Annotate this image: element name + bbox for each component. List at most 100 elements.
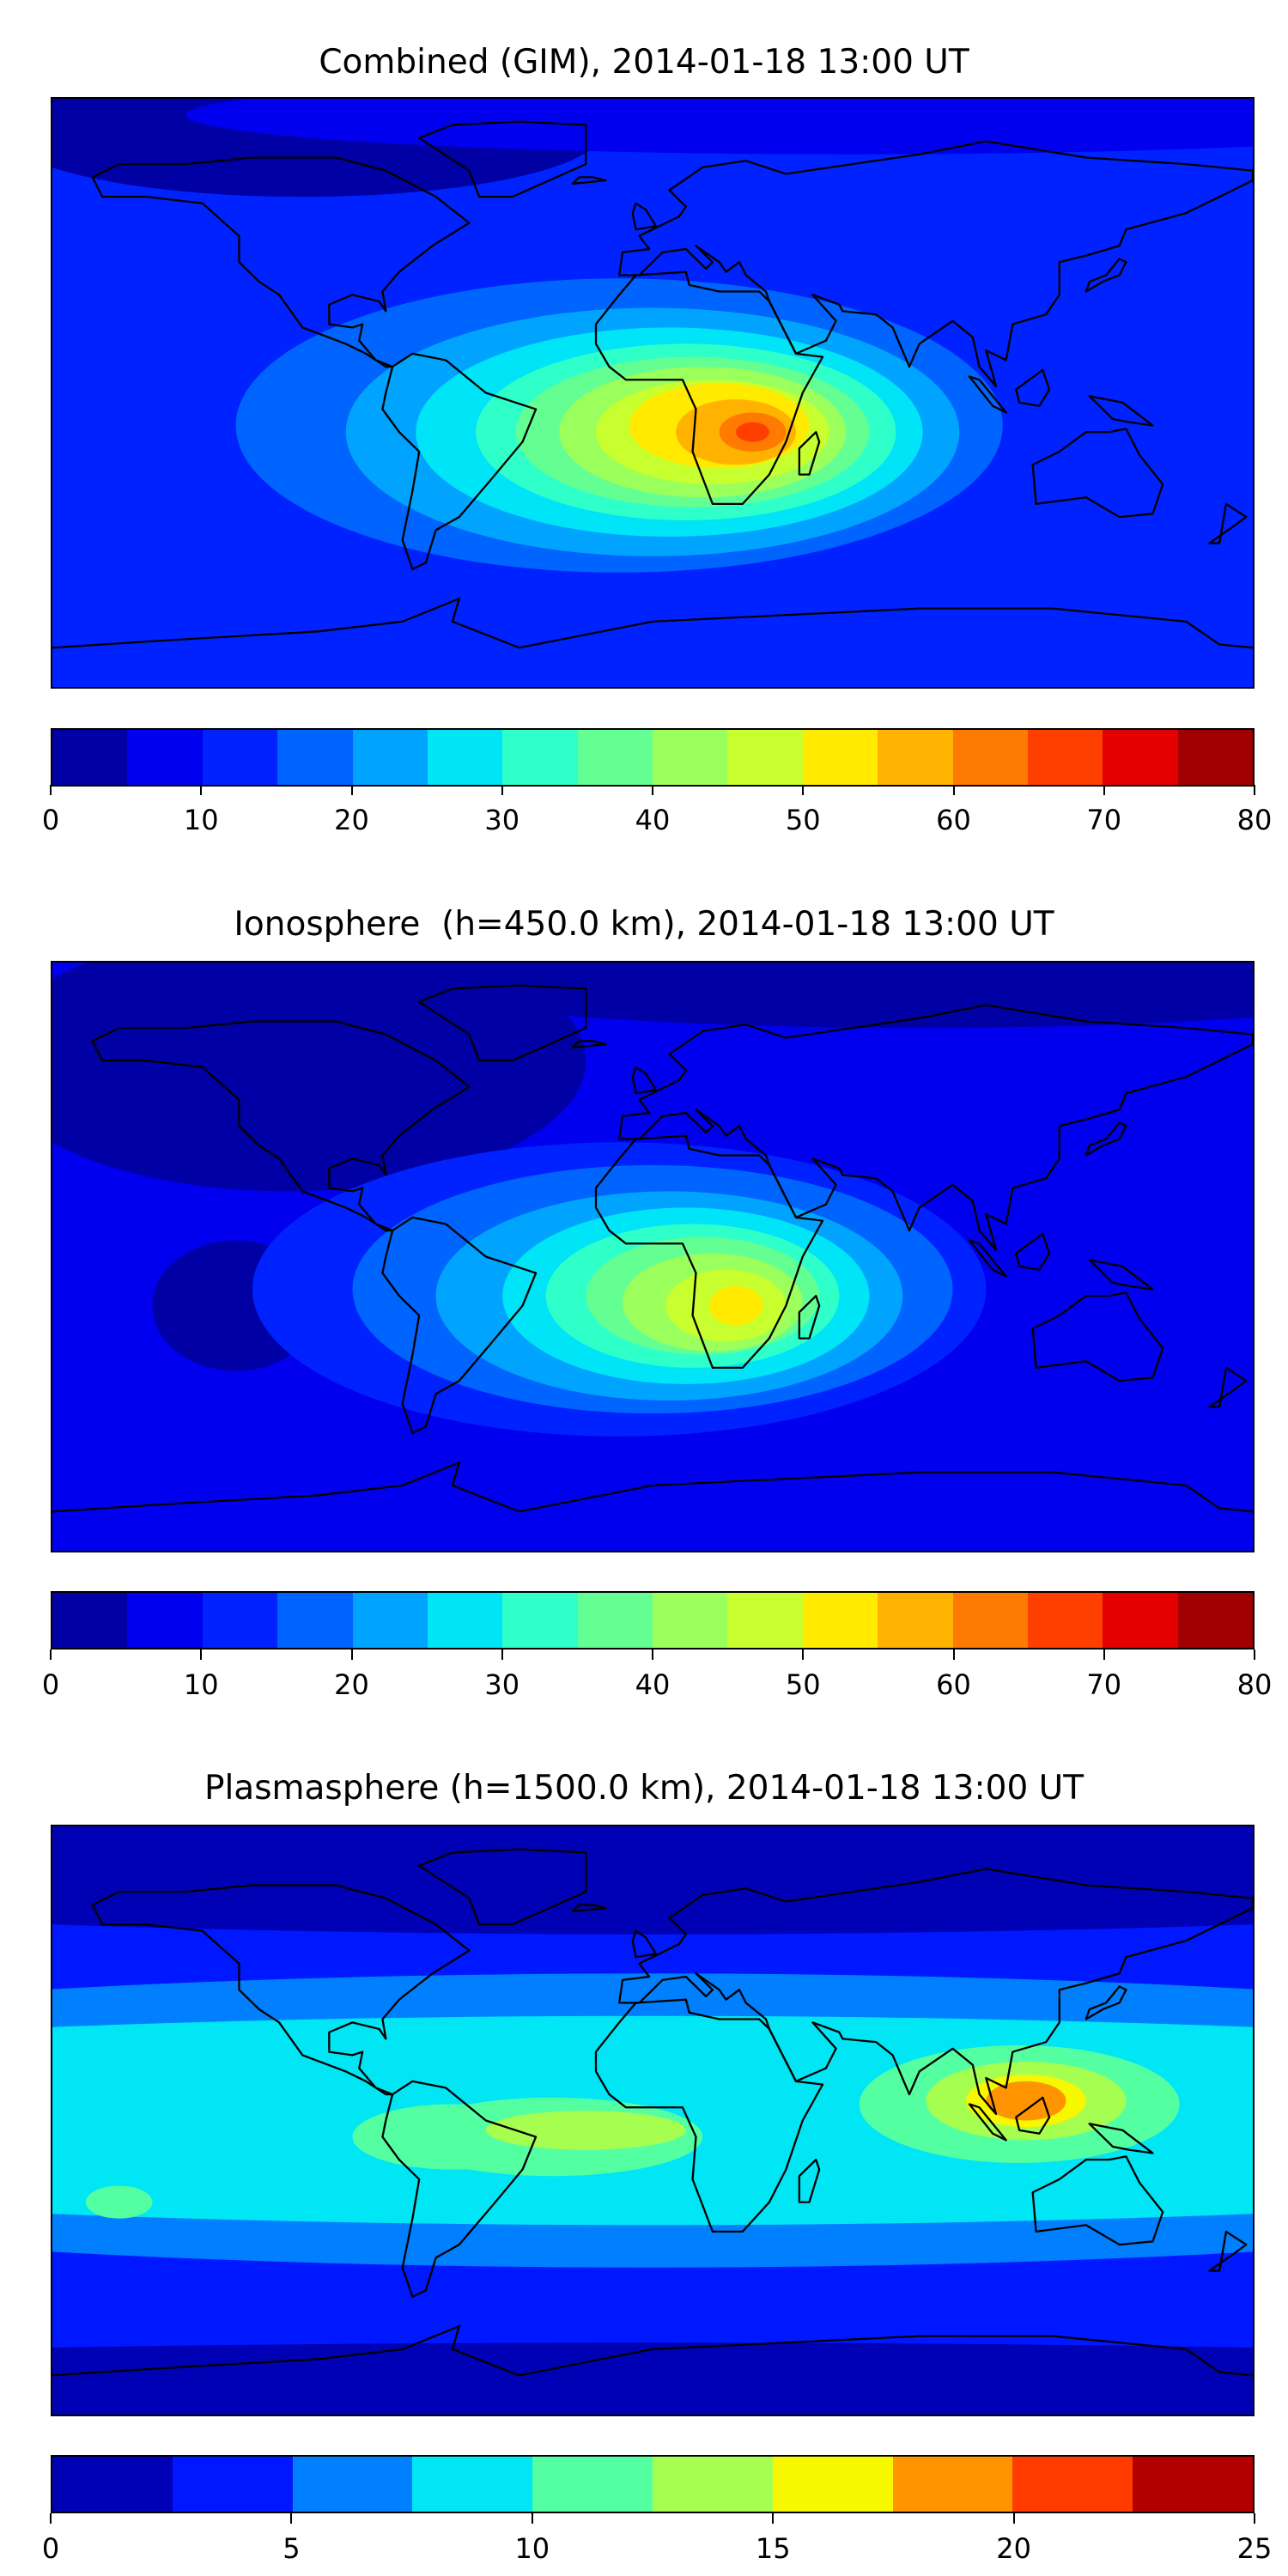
colorbar-segment bbox=[427, 1593, 503, 1648]
map-plasmasphere bbox=[51, 1825, 1255, 2416]
colorbar-tick bbox=[952, 785, 955, 795]
coastline bbox=[91, 1884, 471, 2096]
coastline bbox=[1031, 428, 1164, 519]
map-svg bbox=[52, 963, 1253, 1551]
coastline bbox=[381, 352, 538, 571]
colorbar-tick-label: 10 bbox=[183, 804, 219, 836]
colorbar-tick bbox=[952, 1649, 955, 1660]
colorbar-tick-label: 40 bbox=[635, 1668, 671, 1701]
colorbar-tick-label: 50 bbox=[785, 1668, 821, 1701]
colorbar-segment bbox=[412, 2457, 533, 2512]
colorbar-segment bbox=[277, 1593, 353, 1648]
colorbar-tick-label: 20 bbox=[996, 2532, 1031, 2565]
colorbar-plasmasphere bbox=[51, 2455, 1255, 2513]
coastline bbox=[418, 120, 587, 198]
colorbar-tick bbox=[350, 1649, 353, 1660]
coastline bbox=[968, 2103, 1007, 2142]
colorbar-segment bbox=[772, 2457, 893, 2512]
colorbar-segment bbox=[727, 730, 803, 785]
colorbar-tick-label: 20 bbox=[334, 804, 369, 836]
coastline bbox=[798, 2159, 821, 2203]
colorbar-tick bbox=[350, 785, 353, 795]
colorbar-segment bbox=[292, 2457, 413, 2512]
colorbar-tick-label: 70 bbox=[1086, 1668, 1122, 1701]
map-svg bbox=[52, 1826, 1253, 2415]
colorbar-segment bbox=[1177, 1593, 1253, 1648]
colorbar-segment bbox=[653, 730, 728, 785]
colorbar-segment bbox=[1103, 1593, 1178, 1648]
coastline bbox=[798, 431, 821, 476]
coastline bbox=[968, 375, 1007, 414]
colorbar-segment bbox=[1027, 730, 1103, 785]
coastline bbox=[1031, 2155, 1164, 2246]
colorbar-tick-label: 80 bbox=[1236, 1668, 1273, 1701]
colorbar-segment bbox=[352, 1593, 428, 1648]
colorbar-segment bbox=[1012, 2457, 1133, 2512]
colorbar-tick bbox=[1103, 1649, 1105, 1660]
colorbar-tick bbox=[501, 1649, 503, 1660]
colorbar-tick bbox=[531, 2513, 533, 2524]
colorbar-tick bbox=[1254, 2513, 1255, 2524]
colorbar-tick bbox=[772, 2513, 775, 2524]
colorbar-tick bbox=[200, 1649, 203, 1660]
coastline-antarctica bbox=[52, 1461, 1253, 1513]
coastline bbox=[594, 1134, 824, 1370]
colorbar-tick bbox=[652, 785, 653, 795]
coastline-antarctica bbox=[52, 597, 1253, 649]
colorbar-tick-label: 20 bbox=[334, 1668, 369, 1701]
coastline bbox=[91, 156, 471, 368]
contour-region bbox=[85, 2185, 153, 2219]
coastline bbox=[1084, 258, 1127, 293]
contour-region bbox=[52, 963, 586, 1192]
coastline bbox=[91, 1020, 471, 1232]
coastline bbox=[381, 1216, 538, 1435]
colorbar-segment bbox=[652, 2457, 773, 2512]
map-title-plasmasphere: Plasmasphere (h=1500.0 km), 2014-01-18 1… bbox=[204, 1769, 1084, 1807]
colorbar-tick-label: 15 bbox=[755, 2532, 791, 2565]
colorbar-segment bbox=[653, 1593, 728, 1648]
colorbar-tick-label: 30 bbox=[484, 804, 520, 836]
colorbar-segment bbox=[1103, 730, 1178, 785]
coastline bbox=[631, 1066, 658, 1095]
coastline bbox=[1088, 2123, 1154, 2154]
coastline bbox=[1088, 1259, 1154, 1291]
map-svg bbox=[52, 99, 1253, 687]
contour-region bbox=[986, 2081, 1066, 2121]
coastline bbox=[571, 1904, 607, 1913]
colorbar-tick-label: 10 bbox=[183, 1668, 219, 1701]
colorbar-ticks-combined: 0 10 20 30 40 50 60 70 80 bbox=[42, 785, 1272, 836]
colorbar-segment bbox=[802, 730, 878, 785]
coastline bbox=[571, 176, 607, 185]
colorbar-tick bbox=[1012, 2513, 1015, 2524]
colorbar-segment bbox=[727, 1593, 803, 1648]
colorbar-tick-label: 50 bbox=[785, 804, 821, 836]
colorbar-tick bbox=[501, 785, 503, 795]
coastline bbox=[594, 1998, 824, 2233]
coastline bbox=[1208, 502, 1248, 544]
colorbar-segment bbox=[892, 2457, 1013, 2512]
colorbar-segment bbox=[172, 2457, 293, 2512]
map-ionosphere bbox=[51, 961, 1255, 1552]
colorbar-segment bbox=[878, 1593, 953, 1648]
colorbar-tick bbox=[200, 785, 203, 795]
colorbar-ticks-plasmasphere: 0 5 10 15 20 25 bbox=[42, 2513, 1272, 2565]
colorbar-tick bbox=[50, 785, 52, 795]
map-title-ionosphere: Ionosphere (h=450.0 km), 2014-01-18 13:0… bbox=[234, 905, 1054, 944]
colorbar-segment bbox=[277, 730, 353, 785]
coastline bbox=[1031, 1291, 1164, 1382]
coastline bbox=[1084, 1121, 1127, 1157]
colorbar-segment bbox=[1027, 1593, 1103, 1648]
colorbar-segment bbox=[1133, 2457, 1253, 2512]
colorbar-tick-label: 60 bbox=[936, 1668, 971, 1701]
colorbar-segment bbox=[352, 730, 428, 785]
coastline bbox=[1015, 368, 1051, 407]
colorbar-tick bbox=[802, 785, 805, 795]
colorbar-tick bbox=[290, 2513, 293, 2524]
colorbar-segment bbox=[52, 730, 128, 785]
colorbar-tick bbox=[50, 2513, 52, 2524]
colorbar-tick-label: 80 bbox=[1236, 804, 1273, 836]
colorbar-segment bbox=[52, 1593, 128, 1648]
colorbar-tick-label: 0 bbox=[41, 2532, 60, 2565]
colorbar-ionosphere bbox=[51, 1591, 1255, 1649]
coastline bbox=[968, 1239, 1007, 1278]
